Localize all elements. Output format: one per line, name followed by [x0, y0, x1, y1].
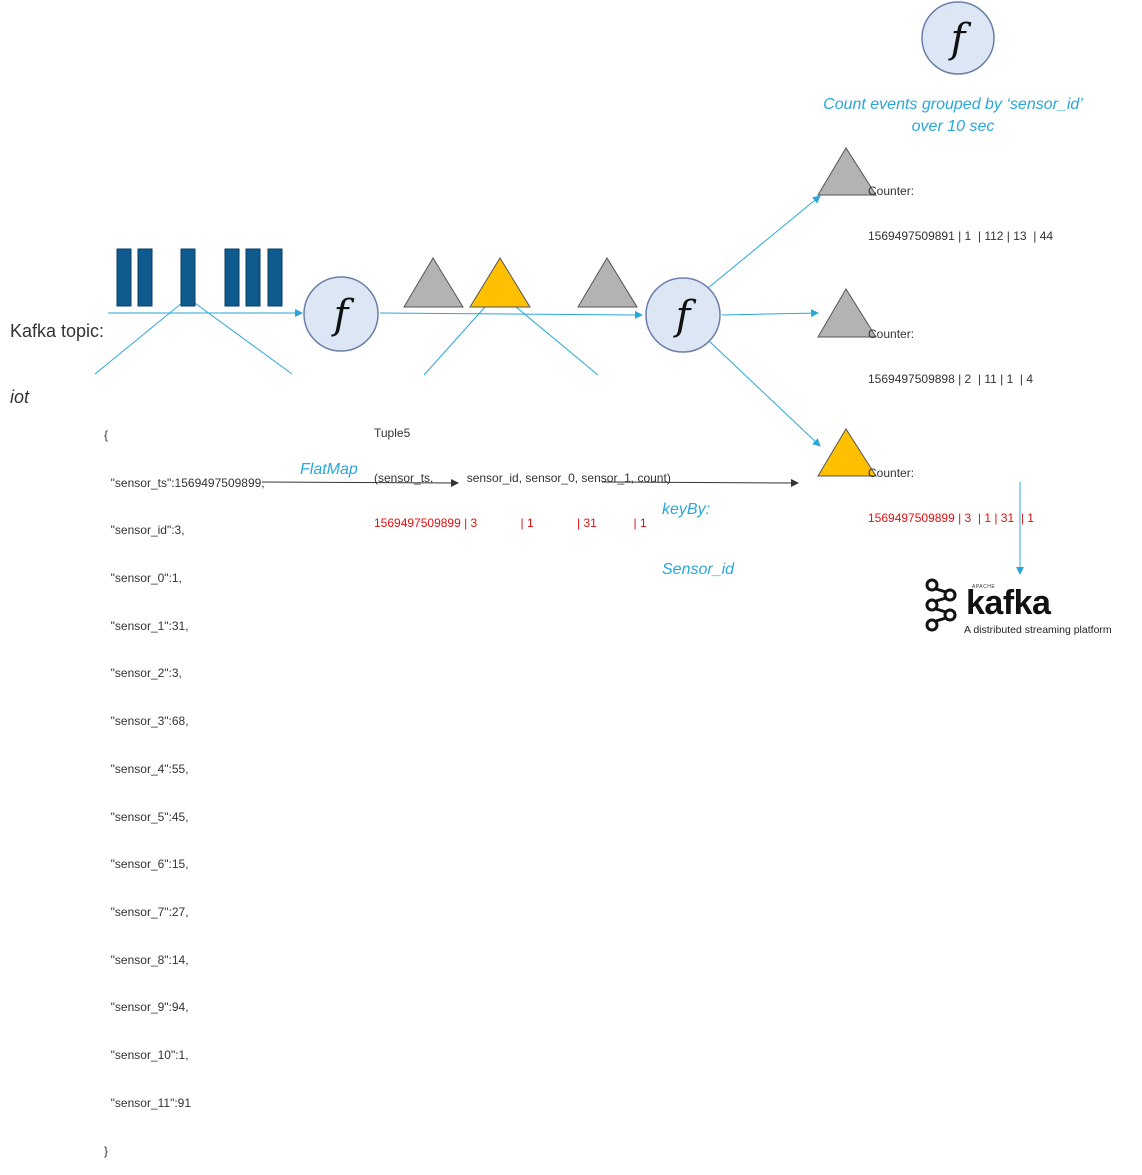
counter-value: 1569497509891 | 1 | 112 | 13 | 44: [868, 229, 1054, 243]
tuple-description: Tuple5 (sensor_ts, sensor_id, sensor_0, …: [374, 396, 671, 546]
pipeline-diagram: f f f: [94, 1, 1024, 632]
json-line: "sensor_8":14,: [104, 952, 189, 967]
counter-label: Counter:: [868, 184, 915, 198]
tuple-values: 1569497509899 | 3 | 1 | 31 | 1: [374, 516, 647, 530]
json-line: {: [104, 427, 109, 442]
stream-events: [116, 248, 283, 307]
json-line: "sensor_5":45,: [104, 809, 189, 824]
json-line: "sensor_0":1,: [104, 570, 182, 585]
keyby-label-line1: keyBy:: [662, 501, 711, 518]
tuple-triangle-gray: [403, 257, 464, 308]
stream-event-bar: [116, 248, 132, 307]
branch-arrow-counter-1: [707, 195, 821, 289]
stream-event-bar: [224, 248, 240, 307]
stream-event-bar: [180, 248, 196, 307]
kafka-tagline: A distributed streaming platform: [964, 624, 1112, 636]
zoom-line-json-left: [94, 297, 189, 375]
aggregation-caption: Count events grouped by ‘sensor_id’ over…: [823, 96, 1083, 135]
keyby-label-line2: Sensor_id: [662, 561, 735, 578]
json-line: "sensor_10":1,: [104, 1048, 189, 1063]
counter-3: Counter: 1569497509899 | 3 | 1 | 31 | 1: [868, 436, 1034, 541]
json-line: "sensor_1":31,: [104, 618, 189, 633]
stream-line-mid: [379, 310, 643, 319]
counter-2: Counter: 1569497509898 | 2 | 11 | 1 | 4: [868, 297, 1033, 402]
stream-event-bar: [137, 248, 153, 307]
counter-triangle-gray: [817, 288, 877, 338]
branch-arrow-counter-2: [721, 309, 819, 318]
kafka-logo-icon: [925, 578, 957, 632]
tuple-triangle-yellow: [469, 257, 531, 308]
zoom-line-tuple-right: [503, 296, 599, 376]
kafka-topic-name: iot: [10, 387, 30, 407]
kafka-topic-label: Kafka topic: iot: [10, 276, 104, 430]
zoom-line-json-right: [187, 297, 293, 375]
tuple-fields: (sensor_ts, sensor_id, sensor_0, sensor_…: [374, 471, 671, 485]
counter-triangle-yellow: [817, 428, 877, 477]
stream-event-bar: [245, 248, 261, 307]
flatmap-arrow: [261, 478, 459, 487]
json-line: "sensor_ts":1569497509899,: [104, 475, 265, 490]
counter-label: Counter:: [868, 466, 915, 480]
function-node-flatmap: [303, 276, 379, 352]
json-line: }: [104, 1143, 109, 1158]
json-event: { "sensor_ts":1569497509899, "sensor_id"…: [104, 396, 265, 1175]
json-line: "sensor_3":68,: [104, 714, 189, 729]
branch-arrow-counter-3: [707, 339, 821, 447]
zoom-line-tuple-left: [423, 296, 495, 376]
json-line: "sensor_6":15,: [104, 857, 189, 872]
keyby-label: keyBy: Sensor_id: [662, 460, 734, 600]
kafka-apache-text: APACHE: [972, 584, 996, 590]
json-line: "sensor_7":27,: [104, 905, 189, 919]
tuple-title: Tuple5: [374, 426, 411, 440]
stream-event-bar: [267, 248, 283, 307]
json-line: "sensor_4":55,: [104, 761, 189, 776]
counter-value: 1569497509898 | 2 | 11 | 1 | 4: [868, 372, 1034, 386]
flatmap-label: FlatMap: [300, 461, 358, 478]
function-node-aggregate: [921, 1, 995, 75]
kafka-topic-caption: Kafka topic:: [10, 321, 105, 341]
tuple-triangle-gray: [577, 257, 638, 308]
counter-label: Counter:: [868, 327, 915, 341]
counter-triangle-gray: [817, 147, 877, 196]
keyby-arrow: [601, 478, 799, 487]
json-line: "sensor_11":91: [104, 1095, 192, 1110]
json-line: "sensor_9":94,: [104, 1000, 189, 1015]
counter-value: 1569497509899 | 3 | 1 | 31 | 1: [868, 511, 1034, 525]
json-line: "sensor_2":3,: [104, 666, 182, 681]
json-line: "sensor_id":3,: [104, 523, 185, 538]
kafka-wordmark: kafka: [966, 584, 1051, 622]
counter-1: Counter: 1569497509891 | 1 | 112 | 13 | …: [868, 154, 1053, 259]
function-node-keyby: [645, 277, 721, 353]
